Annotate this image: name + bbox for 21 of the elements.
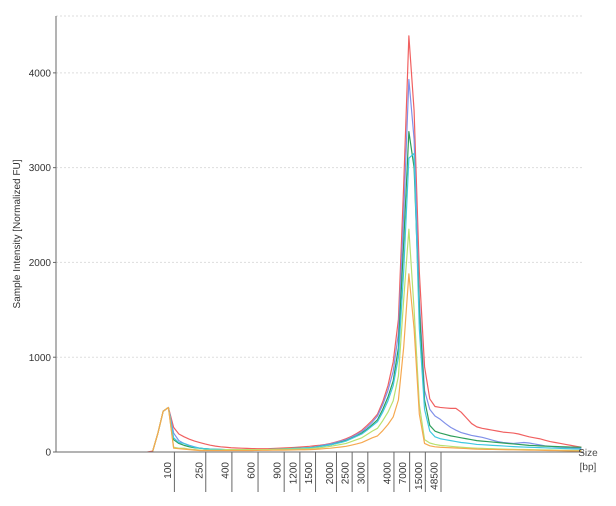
x-tick-label: 1500: [304, 462, 316, 484]
x-axis-title: Size [bp]: [578, 448, 598, 473]
y-tick-label: 0: [45, 448, 52, 459]
y-tick-label: 3000: [28, 163, 52, 174]
x-tick-label: 600: [246, 462, 258, 479]
x-tick-label: 48500: [430, 462, 441, 490]
x-tick-label: 400: [220, 462, 232, 479]
x-tick-label: 2000: [324, 462, 336, 484]
y-tick-label: 2000: [28, 258, 52, 269]
y-tick-label: 4000: [28, 68, 52, 80]
x-tick-label: 7000: [398, 462, 410, 484]
x-tick-label: 2500: [340, 462, 352, 484]
x-tick-label: 4000: [382, 462, 394, 484]
x-tick-label: 15000: [414, 462, 425, 490]
x-tick-label: 900: [272, 462, 284, 479]
x-tick-label: 100: [162, 462, 174, 479]
y-axis-title: Sample Intensity [Normalized FU]: [12, 159, 23, 308]
y-tick-label: 1000: [28, 352, 52, 364]
x-tick-label: 3000: [356, 462, 368, 484]
x-tick-label: 250: [194, 462, 206, 479]
x-tick-label: 1200: [288, 462, 300, 484]
